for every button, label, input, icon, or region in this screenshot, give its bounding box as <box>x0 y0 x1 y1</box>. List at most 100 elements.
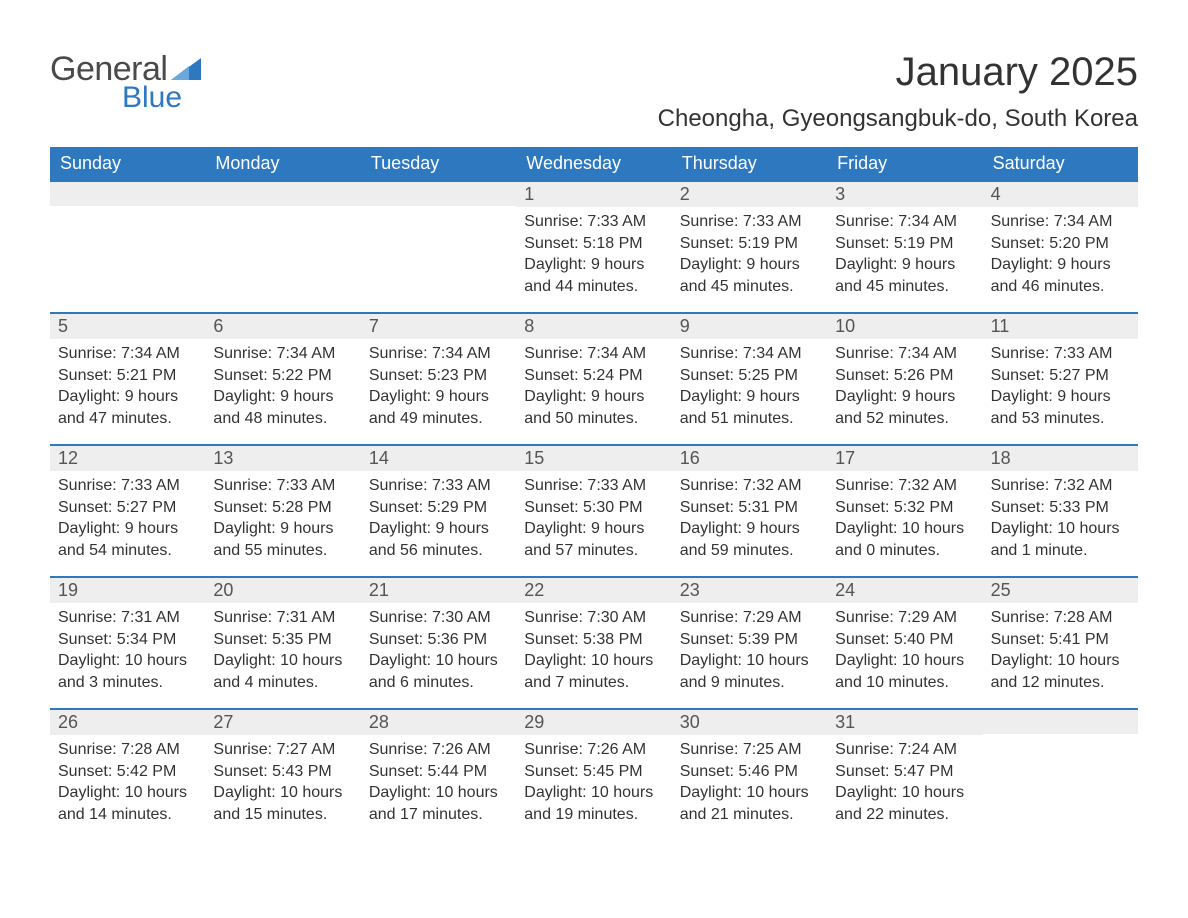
day1-text: Daylight: 10 hours <box>835 650 974 672</box>
calendar-cell: 30Sunrise: 7:25 AMSunset: 5:46 PMDayligh… <box>672 708 827 840</box>
calendar-cell: 5 Sunrise: 7:34 AMSunset: 5:21 PMDaylight… <box>50 312 205 444</box>
day1-text: Daylight: 9 hours <box>991 386 1130 408</box>
sunset-text: Sunset: 5:24 PM <box>524 365 663 387</box>
day-number: 2 <box>672 180 827 207</box>
calendar-cell: 31Sunrise: 7:24 AMSunset: 5:47 PMDayligh… <box>827 708 982 840</box>
sunrise-text: Sunrise: 7:34 AM <box>58 343 197 365</box>
sunrise-text: Sunrise: 7:32 AM <box>680 475 819 497</box>
day1-text: Daylight: 9 hours <box>213 518 352 540</box>
sunset-text: Sunset: 5:40 PM <box>835 629 974 651</box>
cell-body: Sunrise: 7:32 AMSunset: 5:31 PMDaylight:… <box>672 471 827 561</box>
day2-text: and 1 minute. <box>991 540 1130 562</box>
day1-text: Daylight: 10 hours <box>58 782 197 804</box>
calendar-cell-empty <box>983 708 1138 840</box>
day2-text: and 17 minutes. <box>369 804 508 826</box>
cell-body: Sunrise: 7:27 AMSunset: 5:43 PMDaylight:… <box>205 735 360 825</box>
sunset-text: Sunset: 5:21 PM <box>58 365 197 387</box>
day1-text: Daylight: 9 hours <box>58 518 197 540</box>
day-number: 7 <box>361 312 516 339</box>
sunrise-text: Sunrise: 7:28 AM <box>991 607 1130 629</box>
day-number: 15 <box>516 444 671 471</box>
calendar-cell: 2Sunrise: 7:33 AMSunset: 5:19 PMDaylight… <box>672 180 827 312</box>
day-number: 5 <box>50 312 205 339</box>
day2-text: and 19 minutes. <box>524 804 663 826</box>
calendar-cell: 4Sunrise: 7:34 AMSunset: 5:20 PMDaylight… <box>983 180 1138 312</box>
daynum-bar-empty <box>983 708 1138 734</box>
day2-text: and 46 minutes. <box>991 276 1130 298</box>
day1-text: Daylight: 9 hours <box>58 386 197 408</box>
calendar-cell: 11Sunrise: 7:33 AMSunset: 5:27 PMDayligh… <box>983 312 1138 444</box>
sunset-text: Sunset: 5:30 PM <box>524 497 663 519</box>
sunset-text: Sunset: 5:19 PM <box>835 233 974 255</box>
day1-text: Daylight: 10 hours <box>991 650 1130 672</box>
day2-text: and 48 minutes. <box>213 408 352 430</box>
calendar-cell: 3Sunrise: 7:34 AMSunset: 5:19 PMDaylight… <box>827 180 982 312</box>
cell-body: Sunrise: 7:33 AMSunset: 5:29 PMDaylight:… <box>361 471 516 561</box>
day-number: 24 <box>827 576 982 603</box>
sunrise-text: Sunrise: 7:31 AM <box>213 607 352 629</box>
day1-text: Daylight: 10 hours <box>991 518 1130 540</box>
day1-text: Daylight: 9 hours <box>680 254 819 276</box>
cell-body: Sunrise: 7:24 AMSunset: 5:47 PMDaylight:… <box>827 735 982 825</box>
sunset-text: Sunset: 5:18 PM <box>524 233 663 255</box>
day2-text: and 47 minutes. <box>58 408 197 430</box>
day1-text: Daylight: 9 hours <box>680 518 819 540</box>
day2-text: and 15 minutes. <box>213 804 352 826</box>
sunrise-text: Sunrise: 7:31 AM <box>58 607 197 629</box>
cell-body: Sunrise: 7:26 AMSunset: 5:44 PMDaylight:… <box>361 735 516 825</box>
day-number: 6 <box>205 312 360 339</box>
calendar-cell: 1Sunrise: 7:33 AMSunset: 5:18 PMDaylight… <box>516 180 671 312</box>
day-number: 22 <box>516 576 671 603</box>
calendar-cell: 6Sunrise: 7:34 AMSunset: 5:22 PMDaylight… <box>205 312 360 444</box>
sunset-text: Sunset: 5:43 PM <box>213 761 352 783</box>
calendar-cell: 20Sunrise: 7:31 AMSunset: 5:35 PMDayligh… <box>205 576 360 708</box>
day-number: 29 <box>516 708 671 735</box>
day1-text: Daylight: 10 hours <box>524 782 663 804</box>
calendar-cell: 28Sunrise: 7:26 AMSunset: 5:44 PMDayligh… <box>361 708 516 840</box>
day2-text: and 7 minutes. <box>524 672 663 694</box>
sunset-text: Sunset: 5:28 PM <box>213 497 352 519</box>
day-number: 17 <box>827 444 982 471</box>
cell-body: Sunrise: 7:25 AMSunset: 5:46 PMDaylight:… <box>672 735 827 825</box>
calendar-cell: 12Sunrise: 7:33 AMSunset: 5:27 PMDayligh… <box>50 444 205 576</box>
dow-header: Friday <box>827 147 982 180</box>
sunset-text: Sunset: 5:34 PM <box>58 629 197 651</box>
day2-text: and 14 minutes. <box>58 804 197 826</box>
sunset-text: Sunset: 5:44 PM <box>369 761 508 783</box>
calendar-cell-empty <box>361 180 516 312</box>
calendar-cell: 16Sunrise: 7:32 AMSunset: 5:31 PMDayligh… <box>672 444 827 576</box>
day-number: 25 <box>983 576 1138 603</box>
cell-body: Sunrise: 7:30 AMSunset: 5:36 PMDaylight:… <box>361 603 516 693</box>
day-number: 31 <box>827 708 982 735</box>
day2-text: and 55 minutes. <box>213 540 352 562</box>
day2-text: and 0 minutes. <box>835 540 974 562</box>
sunrise-text: Sunrise: 7:34 AM <box>680 343 819 365</box>
calendar-cell: 25Sunrise: 7:28 AMSunset: 5:41 PMDayligh… <box>983 576 1138 708</box>
cell-body: Sunrise: 7:34 AMSunset: 5:24 PMDaylight:… <box>516 339 671 429</box>
cell-body: Sunrise: 7:34 AMSunset: 5:25 PMDaylight:… <box>672 339 827 429</box>
sunrise-text: Sunrise: 7:29 AM <box>680 607 819 629</box>
day-number: 21 <box>361 576 516 603</box>
cell-body: Sunrise: 7:34 AMSunset: 5:19 PMDaylight:… <box>827 207 982 297</box>
title-block: January 2025 Cheongha, Gyeongsangbuk-do,… <box>658 50 1138 133</box>
day2-text: and 21 minutes. <box>680 804 819 826</box>
cell-body: Sunrise: 7:33 AMSunset: 5:27 PMDaylight:… <box>983 339 1138 429</box>
sunset-text: Sunset: 5:32 PM <box>835 497 974 519</box>
sunset-text: Sunset: 5:23 PM <box>369 365 508 387</box>
calendar-cell: 24Sunrise: 7:29 AMSunset: 5:40 PMDayligh… <box>827 576 982 708</box>
sunrise-text: Sunrise: 7:33 AM <box>991 343 1130 365</box>
day2-text: and 50 minutes. <box>524 408 663 430</box>
day2-text: and 51 minutes. <box>680 408 819 430</box>
day-number: 12 <box>50 444 205 471</box>
sunrise-text: Sunrise: 7:30 AM <box>369 607 508 629</box>
day1-text: Daylight: 10 hours <box>835 518 974 540</box>
day2-text: and 22 minutes. <box>835 804 974 826</box>
day1-text: Daylight: 9 hours <box>369 518 508 540</box>
day-number: 10 <box>827 312 982 339</box>
day1-text: Daylight: 9 hours <box>213 386 352 408</box>
cell-body: Sunrise: 7:32 AMSunset: 5:32 PMDaylight:… <box>827 471 982 561</box>
cell-body: Sunrise: 7:32 AMSunset: 5:33 PMDaylight:… <box>983 471 1138 561</box>
day1-text: Daylight: 9 hours <box>524 386 663 408</box>
dow-header: Saturday <box>983 147 1138 180</box>
cell-body: Sunrise: 7:34 AMSunset: 5:23 PMDaylight:… <box>361 339 516 429</box>
